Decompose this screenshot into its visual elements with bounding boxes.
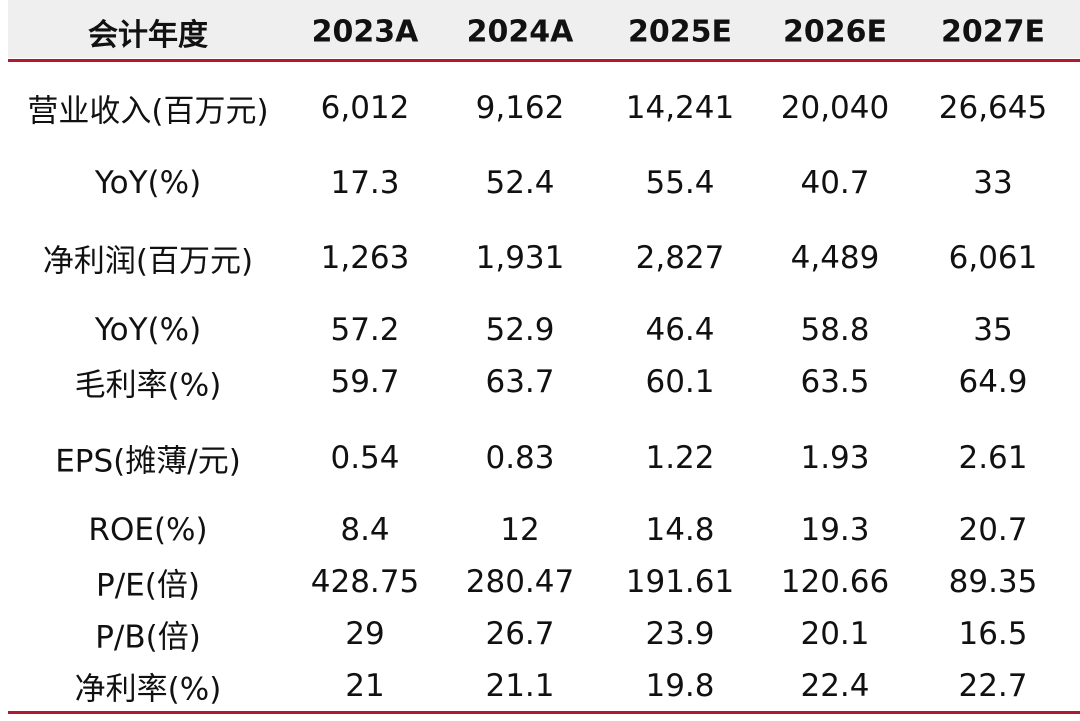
- table-cell: 33: [973, 165, 1013, 201]
- table-cell: 280.47: [465, 564, 575, 600]
- table-cell: 63.7: [485, 364, 555, 400]
- table-cell: 14,241: [625, 90, 735, 126]
- table-cell: 40.7: [800, 165, 870, 201]
- table-cell: 20.7: [958, 512, 1028, 548]
- table-cell: 19.3: [800, 512, 870, 548]
- header-cell: 2027E: [941, 14, 1045, 50]
- header-cell: 会计年度: [88, 18, 208, 53]
- table-cell: 52.9: [485, 312, 555, 348]
- table-cell: 63.5: [800, 364, 870, 400]
- header-cell: 2025E: [628, 14, 732, 50]
- table-cell: 23.9: [645, 616, 715, 652]
- table-cell: 26,645: [938, 90, 1048, 126]
- row-label: 净利率(%): [74, 671, 222, 708]
- table-cell: 26.7: [485, 616, 555, 652]
- row-label: EPS(摊薄/元): [55, 443, 241, 480]
- table-cell: 120.66: [780, 564, 890, 600]
- row-label: YoY(%): [94, 165, 202, 201]
- header-cell: 2023A: [311, 14, 419, 50]
- table-cell: 35: [973, 312, 1013, 348]
- row-label: YoY(%): [94, 312, 202, 348]
- table-cell: 89.35: [948, 564, 1038, 600]
- table-cell: 29: [345, 616, 385, 652]
- table-cell: 14.8: [645, 512, 715, 548]
- row-label: 毛利率(%): [74, 367, 222, 404]
- table-cell: 22.4: [800, 668, 870, 704]
- table-cell: 0.83: [485, 440, 555, 476]
- table-cell: 9,162: [475, 90, 565, 126]
- table-cell: 64.9: [958, 364, 1028, 400]
- table-cell: 55.4: [645, 165, 715, 201]
- table-cell: 8.4: [340, 512, 390, 548]
- table-cell: 52.4: [485, 165, 555, 201]
- table-cell: 428.75: [310, 564, 420, 600]
- header-rule: [8, 59, 1080, 62]
- table-cell: 22.7: [958, 668, 1028, 704]
- row-label: P/B(倍): [95, 619, 201, 656]
- row-label: ROE(%): [88, 512, 208, 548]
- table-cell: 12: [500, 512, 540, 548]
- table-cell: 17.3: [330, 165, 400, 201]
- header-cell: 2026E: [783, 14, 887, 50]
- table-cell: 46.4: [645, 312, 715, 348]
- table-cell: 1,931: [475, 240, 565, 276]
- table-cell: 4,489: [790, 240, 880, 276]
- table-cell: 60.1: [645, 364, 715, 400]
- table-cell: 191.61: [625, 564, 735, 600]
- table-cell: 57.2: [330, 312, 400, 348]
- table-cell: 21.1: [485, 668, 555, 704]
- table-cell: 19.8: [645, 668, 715, 704]
- row-label: 净利润(百万元): [42, 243, 254, 280]
- bottom-rule: [8, 711, 1080, 714]
- table-cell: 20.1: [800, 616, 870, 652]
- table-cell: 59.7: [330, 364, 400, 400]
- header-cell: 2024A: [466, 14, 574, 50]
- header-background: [8, 0, 1080, 58]
- table-cell: 6,061: [948, 240, 1038, 276]
- row-label: 营业收入(百万元): [27, 93, 269, 130]
- table-cell: 1.93: [800, 440, 870, 476]
- table-cell: 1,263: [320, 240, 410, 276]
- table-cell: 16.5: [958, 616, 1028, 652]
- table-cell: 21: [345, 668, 385, 704]
- table-cell: 58.8: [800, 312, 870, 348]
- table-cell: 20,040: [780, 90, 890, 126]
- row-label: P/E(倍): [96, 567, 200, 604]
- table-cell: 0.54: [330, 440, 400, 476]
- table-cell: 2.61: [958, 440, 1028, 476]
- table-cell: 1.22: [645, 440, 715, 476]
- table-cell: 6,012: [320, 90, 410, 126]
- table-cell: 2,827: [635, 240, 725, 276]
